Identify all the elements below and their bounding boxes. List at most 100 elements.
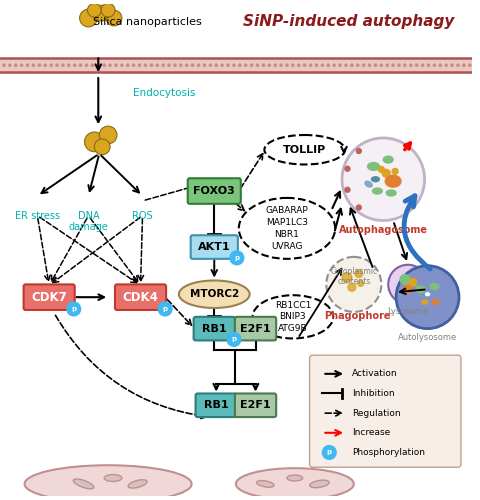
Bar <box>0 58 472 72</box>
Circle shape <box>433 64 435 66</box>
Circle shape <box>315 64 318 66</box>
Text: Autolysosome: Autolysosome <box>398 333 457 342</box>
Circle shape <box>3 64 5 66</box>
Circle shape <box>398 64 400 66</box>
Text: RB1: RB1 <box>204 400 228 410</box>
Circle shape <box>132 64 135 66</box>
Circle shape <box>388 176 394 182</box>
Text: p: p <box>163 306 168 312</box>
Circle shape <box>386 64 388 66</box>
Ellipse shape <box>384 156 393 163</box>
Circle shape <box>26 64 29 66</box>
Circle shape <box>44 64 47 66</box>
Text: GABARAP
MAP1LC3
NBR1
UVRAG: GABARAP MAP1LC3 NBR1 UVRAG <box>265 206 308 250</box>
Circle shape <box>32 64 35 66</box>
Text: DNA
damage: DNA damage <box>69 210 108 233</box>
Circle shape <box>388 264 428 304</box>
Text: FOXO3: FOXO3 <box>193 186 235 196</box>
FancyBboxPatch shape <box>235 317 276 340</box>
Ellipse shape <box>264 135 345 164</box>
Circle shape <box>203 64 205 66</box>
Text: Activation: Activation <box>352 370 397 378</box>
Circle shape <box>144 64 146 66</box>
FancyBboxPatch shape <box>191 236 238 259</box>
Text: RB1: RB1 <box>202 324 227 334</box>
Ellipse shape <box>236 468 354 500</box>
FancyBboxPatch shape <box>115 284 166 310</box>
Ellipse shape <box>128 480 147 488</box>
Circle shape <box>274 64 276 66</box>
Circle shape <box>227 64 229 66</box>
Circle shape <box>323 446 336 460</box>
Circle shape <box>427 64 430 66</box>
Circle shape <box>326 257 381 312</box>
Circle shape <box>421 64 424 66</box>
Ellipse shape <box>257 480 274 487</box>
Text: Phagophore: Phagophore <box>324 311 391 321</box>
Ellipse shape <box>252 295 333 339</box>
Circle shape <box>468 64 471 66</box>
Circle shape <box>262 64 264 66</box>
FancyBboxPatch shape <box>310 355 461 467</box>
Text: Cytoplasmic
contents: Cytoplasmic contents <box>330 267 377 286</box>
Circle shape <box>345 166 350 171</box>
Circle shape <box>186 64 188 66</box>
Circle shape <box>14 64 17 66</box>
Text: Regulation: Regulation <box>352 408 400 418</box>
Circle shape <box>383 170 390 177</box>
Ellipse shape <box>426 293 430 296</box>
Circle shape <box>280 64 282 66</box>
Circle shape <box>451 64 453 66</box>
Circle shape <box>158 302 172 316</box>
Text: p: p <box>234 255 240 261</box>
Circle shape <box>233 64 235 66</box>
Circle shape <box>445 64 447 66</box>
Circle shape <box>9 64 11 66</box>
Ellipse shape <box>310 480 329 488</box>
Circle shape <box>180 64 182 66</box>
Circle shape <box>362 64 365 66</box>
Ellipse shape <box>368 162 379 170</box>
Circle shape <box>21 64 23 66</box>
Ellipse shape <box>287 475 303 481</box>
Circle shape <box>392 168 398 174</box>
Text: CDK4: CDK4 <box>122 290 158 304</box>
Circle shape <box>38 64 40 66</box>
Text: E2F1: E2F1 <box>240 324 271 334</box>
Circle shape <box>106 10 122 26</box>
Circle shape <box>380 64 383 66</box>
Text: Inhibition: Inhibition <box>352 389 395 398</box>
Circle shape <box>356 148 361 154</box>
Circle shape <box>215 64 217 66</box>
Ellipse shape <box>179 280 250 308</box>
Circle shape <box>342 138 425 220</box>
Circle shape <box>368 64 371 66</box>
Circle shape <box>156 64 158 66</box>
Text: p: p <box>327 450 332 456</box>
Text: AKT1: AKT1 <box>198 242 230 252</box>
Circle shape <box>80 9 97 27</box>
Ellipse shape <box>104 474 122 482</box>
Circle shape <box>342 272 352 282</box>
FancyBboxPatch shape <box>24 284 75 310</box>
Circle shape <box>97 64 99 66</box>
Circle shape <box>256 64 259 66</box>
Circle shape <box>298 64 300 66</box>
Text: Silica nanoparticles: Silica nanoparticles <box>93 17 202 27</box>
Ellipse shape <box>386 190 396 196</box>
Circle shape <box>50 64 52 66</box>
Circle shape <box>404 64 406 66</box>
Circle shape <box>345 188 350 192</box>
Circle shape <box>409 278 417 286</box>
Circle shape <box>356 205 361 210</box>
Text: CDK7: CDK7 <box>31 290 67 304</box>
Circle shape <box>355 270 363 278</box>
Text: RB1CC1
BNIP3
ATG9B: RB1CC1 BNIP3 ATG9B <box>275 300 311 333</box>
Circle shape <box>303 64 306 66</box>
Ellipse shape <box>432 300 439 304</box>
Ellipse shape <box>372 188 383 194</box>
Ellipse shape <box>421 300 428 304</box>
Text: p: p <box>71 306 76 312</box>
Circle shape <box>378 166 384 172</box>
Circle shape <box>68 64 70 66</box>
